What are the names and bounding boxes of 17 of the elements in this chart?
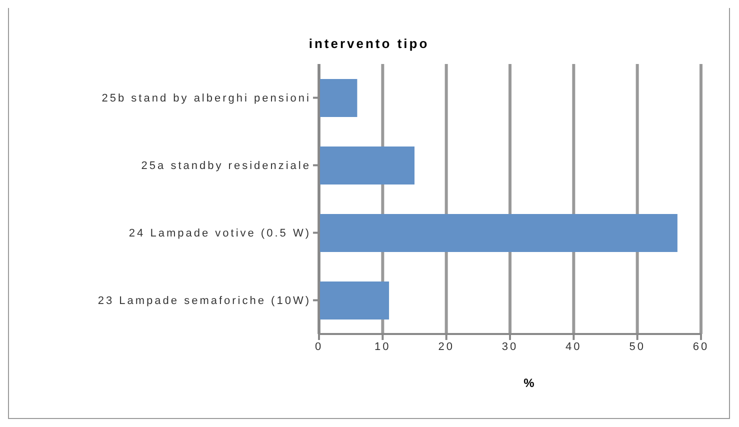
bar	[319, 214, 678, 252]
y-tick-label: 23 Lampade semaforiche (10W)	[98, 295, 311, 308]
x-tick-label: 0	[314, 340, 324, 353]
x-tick-label: 60	[692, 340, 710, 353]
bar	[319, 146, 414, 184]
x-tick-label: 20	[438, 340, 454, 353]
x-tick-label: 50	[629, 340, 646, 353]
bar	[319, 282, 390, 320]
y-tick-label: 25b stand by alberghi pensioni	[102, 92, 311, 105]
y-tick-label: 25a standby residenziale	[141, 160, 311, 172]
x-axis-title: %	[522, 376, 536, 390]
x-tick-label: 10	[374, 340, 391, 353]
y-tick-label: 24 Lampade votive (0.5 W)	[128, 228, 311, 240]
chart-title: intervento tipo	[308, 35, 430, 53]
x-tick-label: 40	[566, 340, 582, 353]
x-tick-label: 30	[502, 340, 518, 353]
bar	[319, 79, 358, 117]
